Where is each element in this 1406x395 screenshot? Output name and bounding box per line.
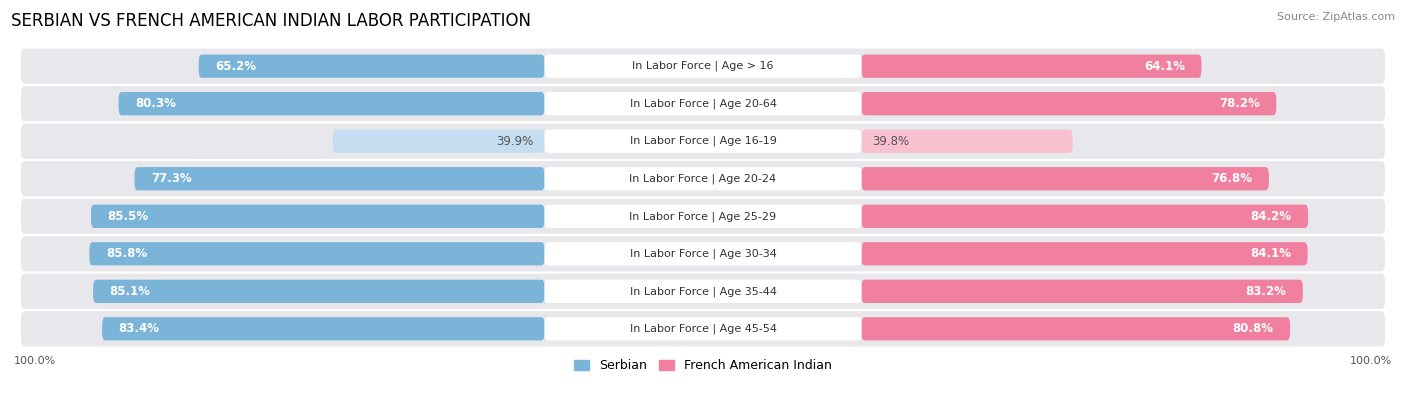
Text: 76.8%: 76.8% (1212, 172, 1253, 185)
Text: 77.3%: 77.3% (150, 172, 191, 185)
FancyBboxPatch shape (21, 236, 1385, 271)
FancyBboxPatch shape (21, 199, 1385, 234)
FancyBboxPatch shape (333, 130, 544, 153)
FancyBboxPatch shape (21, 274, 1385, 309)
FancyBboxPatch shape (544, 242, 862, 265)
FancyBboxPatch shape (544, 317, 862, 340)
Text: 39.9%: 39.9% (496, 135, 533, 148)
FancyBboxPatch shape (21, 161, 1385, 196)
Text: 64.1%: 64.1% (1144, 60, 1185, 73)
Text: 80.8%: 80.8% (1233, 322, 1274, 335)
Text: 39.8%: 39.8% (873, 135, 910, 148)
Text: In Labor Force | Age 25-29: In Labor Force | Age 25-29 (630, 211, 776, 222)
Text: 78.2%: 78.2% (1219, 97, 1260, 110)
Text: Source: ZipAtlas.com: Source: ZipAtlas.com (1277, 12, 1395, 22)
FancyBboxPatch shape (862, 130, 1073, 153)
FancyBboxPatch shape (862, 55, 1202, 78)
Text: 100.0%: 100.0% (1350, 356, 1392, 366)
FancyBboxPatch shape (544, 130, 862, 153)
Text: In Labor Force | Age 16-19: In Labor Force | Age 16-19 (630, 136, 776, 147)
FancyBboxPatch shape (90, 242, 544, 265)
Text: 84.2%: 84.2% (1250, 210, 1292, 223)
FancyBboxPatch shape (862, 92, 1277, 115)
Text: In Labor Force | Age 30-34: In Labor Force | Age 30-34 (630, 248, 776, 259)
FancyBboxPatch shape (544, 205, 862, 228)
FancyBboxPatch shape (862, 242, 1308, 265)
FancyBboxPatch shape (21, 86, 1385, 121)
Text: In Labor Force | Age 20-24: In Labor Force | Age 20-24 (630, 173, 776, 184)
FancyBboxPatch shape (544, 55, 862, 78)
Text: 83.4%: 83.4% (118, 322, 160, 335)
FancyBboxPatch shape (544, 92, 862, 115)
Text: 85.1%: 85.1% (110, 285, 150, 298)
FancyBboxPatch shape (103, 317, 544, 340)
Text: 65.2%: 65.2% (215, 60, 256, 73)
Text: In Labor Force | Age 35-44: In Labor Force | Age 35-44 (630, 286, 776, 297)
FancyBboxPatch shape (862, 167, 1268, 190)
Text: 85.8%: 85.8% (105, 247, 148, 260)
Legend: Serbian, French American Indian: Serbian, French American Indian (569, 354, 837, 377)
FancyBboxPatch shape (118, 92, 544, 115)
FancyBboxPatch shape (21, 49, 1385, 84)
FancyBboxPatch shape (21, 124, 1385, 159)
FancyBboxPatch shape (198, 55, 544, 78)
Text: In Labor Force | Age 20-64: In Labor Force | Age 20-64 (630, 98, 776, 109)
Text: 84.1%: 84.1% (1250, 247, 1291, 260)
FancyBboxPatch shape (862, 317, 1291, 340)
FancyBboxPatch shape (135, 167, 544, 190)
Text: SERBIAN VS FRENCH AMERICAN INDIAN LABOR PARTICIPATION: SERBIAN VS FRENCH AMERICAN INDIAN LABOR … (11, 12, 531, 30)
Text: In Labor Force | Age > 16: In Labor Force | Age > 16 (633, 61, 773, 71)
FancyBboxPatch shape (862, 205, 1308, 228)
Text: In Labor Force | Age 45-54: In Labor Force | Age 45-54 (630, 324, 776, 334)
FancyBboxPatch shape (544, 280, 862, 303)
Text: 83.2%: 83.2% (1246, 285, 1286, 298)
FancyBboxPatch shape (862, 280, 1303, 303)
FancyBboxPatch shape (21, 311, 1385, 346)
Text: 85.5%: 85.5% (107, 210, 149, 223)
FancyBboxPatch shape (544, 167, 862, 190)
Text: 80.3%: 80.3% (135, 97, 176, 110)
FancyBboxPatch shape (93, 280, 544, 303)
FancyBboxPatch shape (91, 205, 544, 228)
Text: 100.0%: 100.0% (14, 356, 56, 366)
